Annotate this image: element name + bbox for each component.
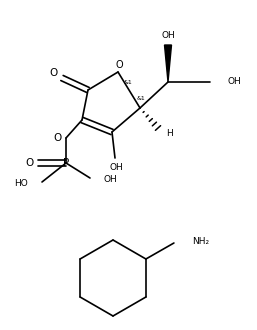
Text: OH: OH bbox=[161, 30, 175, 40]
Text: O: O bbox=[54, 133, 62, 143]
Polygon shape bbox=[164, 45, 171, 82]
Text: P: P bbox=[63, 158, 69, 168]
Text: OH: OH bbox=[104, 176, 118, 184]
Text: H: H bbox=[166, 129, 173, 139]
Text: OH: OH bbox=[109, 162, 123, 172]
Text: &1: &1 bbox=[124, 80, 133, 84]
Text: OH: OH bbox=[228, 78, 242, 86]
Text: O: O bbox=[115, 60, 123, 70]
Text: O: O bbox=[50, 68, 58, 78]
Text: HO: HO bbox=[14, 180, 28, 188]
Text: &1: &1 bbox=[137, 95, 146, 101]
Text: O: O bbox=[25, 158, 33, 168]
Text: NH₂: NH₂ bbox=[192, 237, 209, 246]
